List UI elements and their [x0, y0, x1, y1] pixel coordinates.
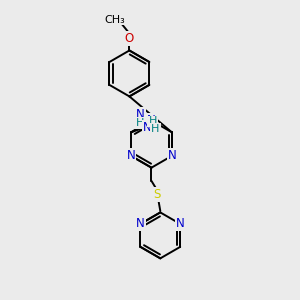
Text: H: H [148, 116, 157, 126]
Text: N: N [143, 122, 152, 134]
Text: N: N [127, 149, 135, 162]
Text: N: N [167, 149, 176, 162]
Text: H: H [136, 118, 145, 128]
Text: CH₃: CH₃ [104, 15, 125, 25]
Text: N: N [176, 218, 184, 230]
Text: H: H [151, 124, 160, 134]
Text: S: S [154, 188, 161, 201]
Text: N: N [136, 218, 145, 230]
Text: N: N [147, 114, 156, 127]
Text: N: N [136, 108, 145, 121]
Text: O: O [125, 32, 134, 45]
